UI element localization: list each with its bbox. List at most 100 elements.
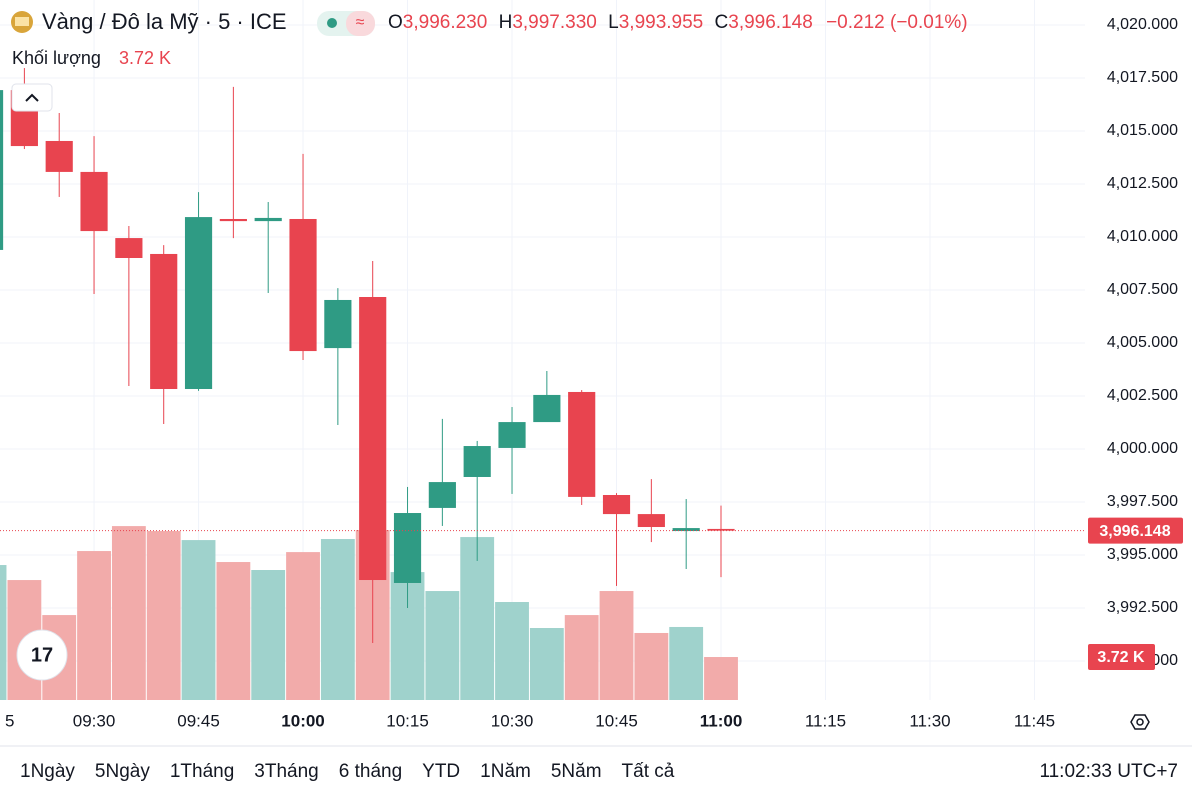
- range-button[interactable]: 6 tháng: [339, 761, 402, 782]
- h-value: 3,997.330: [512, 12, 597, 33]
- candle-body: [637, 514, 665, 528]
- x-tick-label: 10:15: [386, 711, 429, 730]
- chevron: [25, 93, 39, 102]
- settings-icon[interactable]: [1130, 714, 1150, 730]
- range-button[interactable]: Tất cả: [622, 761, 675, 782]
- range-button[interactable]: 1Tháng: [170, 761, 234, 782]
- x-tick-label: 11:45: [1014, 711, 1055, 730]
- y-tick-label: 3,995.000: [1107, 546, 1178, 563]
- range-button[interactable]: 3Tháng: [254, 761, 318, 782]
- candle-body: [115, 238, 143, 258]
- volume-bar: [634, 632, 669, 700]
- volume-bar: [460, 537, 495, 700]
- l-key: L: [608, 12, 619, 33]
- volume-bar: [529, 628, 564, 700]
- y-tick-label: 4,002.500: [1107, 387, 1178, 404]
- o-value: 3,996.230: [403, 12, 488, 33]
- volume-bar: [320, 539, 355, 700]
- x-tick-label: 11:00: [700, 711, 743, 730]
- y-tick-label: 4,005.000: [1107, 334, 1178, 351]
- change: −0.212 (−0.01%): [826, 12, 968, 33]
- volume-value: 3.72 K: [119, 48, 171, 68]
- volume-bar: [669, 626, 704, 700]
- y-tick-label: 4,020.000: [1107, 16, 1178, 33]
- candle-body: [393, 513, 422, 583]
- candle-body: [602, 495, 631, 515]
- clock: 11:02:33 UTC+7: [1039, 761, 1178, 782]
- title: Vàng / Đô la Mỹ · 5 · ICE: [42, 9, 287, 34]
- volume-label: Khối lượng: [12, 48, 101, 68]
- candle-body: [498, 422, 526, 448]
- settings-icon-dot: [1136, 718, 1144, 726]
- candle-body: [672, 528, 700, 532]
- status-dot: [327, 18, 337, 28]
- c-key: C: [715, 12, 729, 33]
- range-button[interactable]: 5Ngày: [95, 761, 150, 782]
- candle-body: [150, 253, 178, 390]
- volume-bar: [599, 591, 634, 700]
- volume-tag: [1088, 644, 1155, 671]
- volume-bar: [0, 565, 7, 700]
- y-tick-label: 4,015.000: [1107, 122, 1178, 139]
- x-tick-label: 10:00: [281, 711, 324, 730]
- x-tick-label: 09:30: [73, 711, 116, 730]
- candle-body: [707, 528, 735, 531]
- last-price-label: 3,996.148: [1099, 523, 1170, 540]
- h-key: H: [499, 12, 513, 33]
- y-tick-label: 4,012.500: [1107, 175, 1178, 192]
- candle-body: [533, 394, 561, 423]
- tv-logo[interactable]: [16, 629, 68, 681]
- range-button[interactable]: 5Năm: [551, 761, 602, 782]
- y-tick-label: 4,010.000: [1107, 228, 1178, 245]
- candle-body: [289, 218, 317, 352]
- last-price-tag: [1088, 517, 1183, 544]
- x-tick-label: 10:30: [491, 711, 534, 730]
- range-button[interactable]: 1Ngày: [20, 761, 75, 782]
- y-tick-label: 3,997.500: [1107, 493, 1178, 510]
- candle-body: [80, 171, 108, 232]
- volume-bar: [564, 615, 599, 700]
- volume-bar: [111, 526, 146, 700]
- x-tick-label: 11:30: [909, 711, 950, 730]
- volume-bar: [146, 531, 181, 700]
- candle-body: [463, 446, 491, 477]
- x-tick-label: 09:45: [177, 711, 220, 730]
- volume-bar: [425, 591, 460, 700]
- range-button[interactable]: 1Năm: [480, 761, 531, 782]
- volume-bar: [251, 570, 286, 700]
- volume-bar: [495, 602, 529, 700]
- candle-body: [254, 217, 282, 222]
- tv-logo-mark: 17: [31, 644, 53, 666]
- collapse-button[interactable]: [11, 83, 53, 112]
- y-tick-label: 4,017.500: [1107, 69, 1178, 86]
- candle-body: [324, 299, 352, 349]
- ohlc: O3,996.230 H3,997.330 L3,993.955 C3,996.…: [388, 12, 968, 33]
- y-tick-label: 4,000.000: [1107, 440, 1178, 457]
- l-value: 3,993.955: [619, 12, 704, 33]
- x-tick-label: 5: [5, 711, 14, 730]
- c-value: 3,996.148: [728, 12, 813, 33]
- volume-bar: [77, 551, 111, 700]
- candle-body: [45, 140, 73, 172]
- candle-body: [0, 90, 4, 250]
- volume-bar: [181, 540, 216, 700]
- o-key: O: [388, 12, 403, 33]
- candle-body: [428, 482, 456, 508]
- volume-bar: [286, 552, 320, 700]
- volume-tag-label: 3.72 K: [1097, 649, 1145, 666]
- candle-body: [359, 297, 387, 581]
- volume-bar: [704, 657, 738, 700]
- x-tick-label: 10:45: [595, 711, 638, 730]
- range-button[interactable]: YTD: [422, 761, 460, 782]
- y-tick-label: 3,992.500: [1107, 599, 1178, 616]
- logo-bar: [15, 17, 29, 26]
- candle-body: [184, 217, 213, 390]
- x-tick-label: 11:15: [805, 711, 846, 730]
- volume-bar: [216, 562, 251, 700]
- candle-body: [219, 218, 247, 222]
- y-tick-label: 4,007.500: [1107, 281, 1178, 298]
- candle-body: [568, 391, 596, 497]
- status-pill-2[interactable]: [346, 11, 375, 36]
- status-icon: ≈: [356, 14, 365, 31]
